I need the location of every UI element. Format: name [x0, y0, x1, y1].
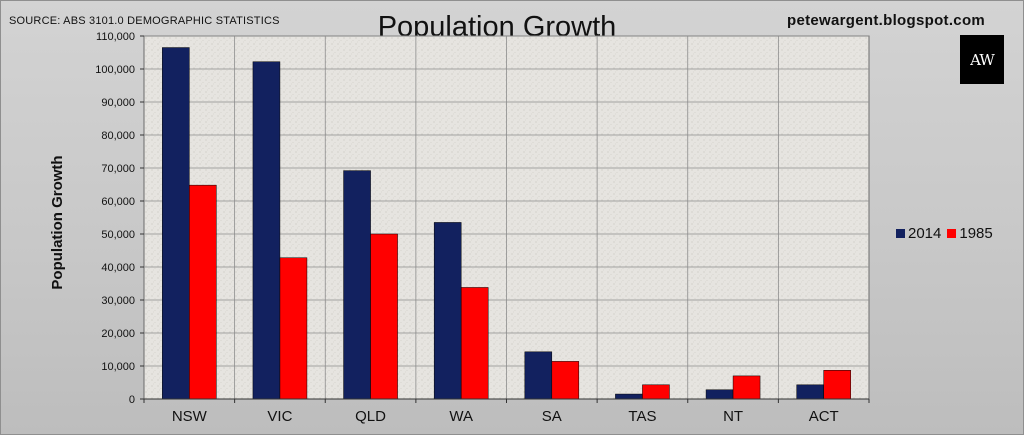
bar-1985-sa — [551, 361, 580, 400]
bar-1985-vic — [279, 257, 308, 400]
bar-2014-qld — [343, 170, 371, 400]
y-tick-label: 0 — [129, 394, 135, 406]
bars — [162, 47, 851, 400]
bar-2014-sa — [524, 351, 553, 400]
bar-1985-nsw — [189, 184, 217, 400]
bar-1985-qld — [370, 233, 398, 400]
x-tick-label: QLD — [355, 408, 386, 425]
bar-2014-nt — [705, 389, 734, 400]
x-tick-label: NSW — [172, 408, 208, 425]
x-tick-label: WA — [449, 408, 473, 425]
y-tick-label: 70,000 — [101, 163, 135, 175]
x-tick-label: VIC — [267, 408, 292, 425]
legend-label-1985: 1985 — [959, 225, 993, 242]
y-tick-label: 30,000 — [101, 295, 135, 307]
y-tick-label: 60,000 — [101, 196, 135, 208]
y-tick-label: 50,000 — [101, 229, 135, 241]
x-tick-label: TAS — [628, 408, 656, 425]
bar-2014-tas — [615, 393, 643, 400]
legend-swatch-1985 — [947, 229, 957, 238]
x-tick-label: SA — [542, 408, 562, 425]
aw-logo: AW — [960, 35, 1004, 84]
y-axis-ticks: 0 10,000 20,000 30,000 40,000 50,000 60,000 70,… — [95, 31, 144, 406]
x-axis-ticks: NSW VIC QLD WA SA TAS NT ACT — [143, 398, 870, 425]
legend-swatch-2014 — [896, 229, 905, 238]
bar-1985-nt — [732, 375, 761, 400]
bar-1985-act — [823, 370, 851, 400]
bar-2014-nsw — [162, 47, 190, 400]
y-axis-label: Population Growth — [49, 155, 66, 289]
logo-text: AW — [970, 50, 995, 69]
y-tick-label: 90,000 — [101, 97, 135, 109]
y-tick-label: 80,000 — [101, 130, 135, 142]
site-url: petewargent.blogspot.com — [787, 12, 986, 29]
bar-2014-wa — [433, 222, 462, 400]
y-tick-label: 20,000 — [101, 328, 135, 340]
bar-1985-tas — [642, 384, 670, 400]
legend-label-2014: 2014 — [908, 225, 942, 242]
bar-2014-vic — [252, 61, 281, 400]
bar-2014-act — [796, 384, 824, 400]
y-tick-label: 110,000 — [96, 31, 135, 43]
bar-1985-wa — [460, 287, 489, 400]
source-note: SOURCE: ABS 3101.0 DEMOGRAPHIC STATISTIC… — [9, 15, 280, 27]
y-tick-label: 10,000 — [101, 361, 135, 373]
x-tick-label: NT — [723, 408, 743, 425]
legend-item-1985: 1985 — [947, 225, 993, 242]
legend-item-2014: 2014 — [896, 225, 941, 242]
x-tick-label: ACT — [809, 408, 839, 425]
y-tick-label: 40,000 — [101, 262, 135, 274]
legend: 2014 1985 — [896, 225, 993, 242]
y-tick-label: 100,000 — [95, 64, 135, 76]
